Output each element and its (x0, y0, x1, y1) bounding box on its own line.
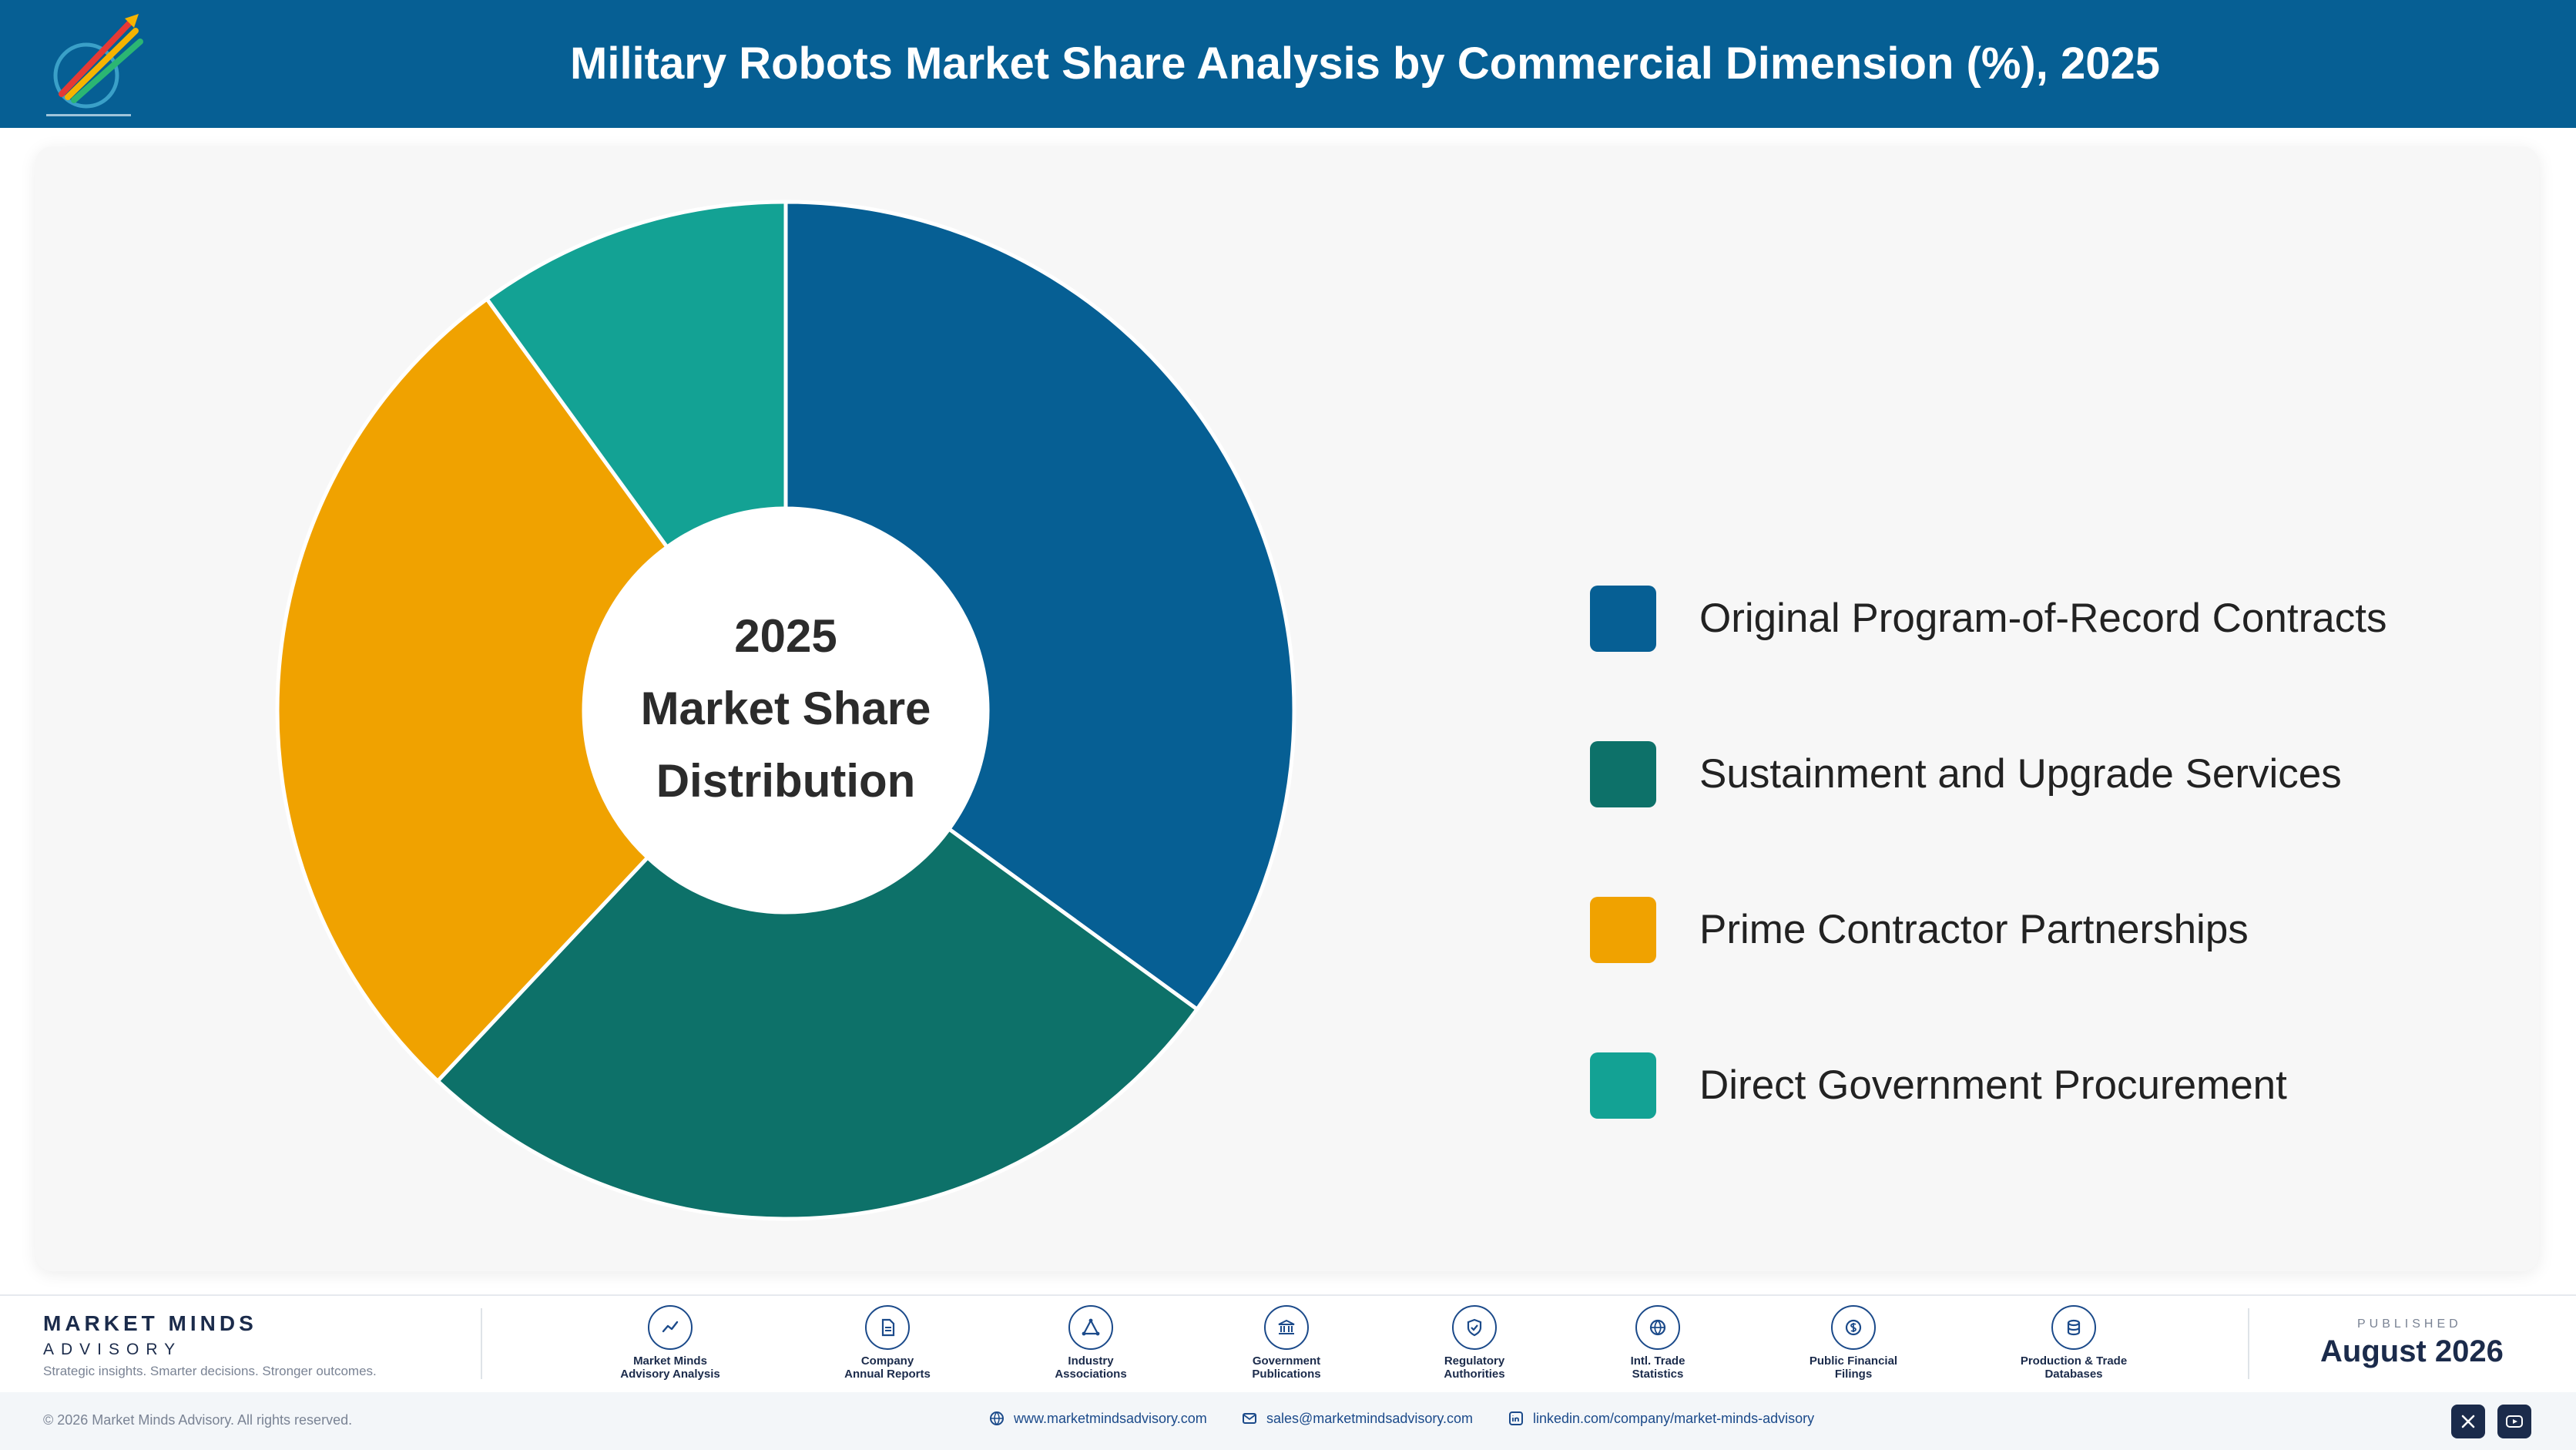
source-item: Production & Trade Databases (1997, 1305, 2151, 1381)
legend-item: Prime Contractor Partnerships (1590, 897, 2514, 963)
dollar-coin-icon (1831, 1305, 1876, 1350)
legend-swatch (1590, 741, 1656, 807)
footer-divider (481, 1308, 482, 1379)
source-label: Company Annual Reports (844, 1354, 931, 1381)
company-logo (46, 14, 143, 116)
source-label: Government Publications (1252, 1354, 1321, 1381)
source-label: Public Financial Filings (1809, 1354, 1898, 1381)
source-item: Market Minds Advisory Analysis (593, 1305, 747, 1381)
donut-center (584, 509, 988, 912)
linkedin-text: linkedin.com/company/market-minds-adviso… (1533, 1411, 1815, 1426)
government-building-icon (1264, 1305, 1309, 1350)
legend-label: Original Program-of-Record Contracts (1699, 596, 2387, 641)
youtube-social-button[interactable] (2497, 1405, 2531, 1438)
source-label: Production & Trade Databases (2020, 1354, 2128, 1381)
legend-item: Sustainment and Upgrade Services (1590, 741, 2514, 807)
footer-divider (2248, 1308, 2249, 1379)
chart-card: 2025 Market Share Distribution Original Pr… (35, 146, 2539, 1271)
page-title: Military Robots Market Share Analysis by… (570, 39, 2160, 89)
linkedin-icon (1509, 1411, 1523, 1425)
source-label: Intl. Trade Statistics (1630, 1354, 1685, 1381)
footer-sources-bar: MARKET MINDS ADVISORY Strategic insights… (0, 1294, 2576, 1392)
youtube-icon (2506, 1415, 2523, 1428)
globe-icon (1635, 1305, 1680, 1350)
database-icon (2051, 1305, 2096, 1350)
legend-label: Direct Government Procurement (1699, 1062, 2287, 1108)
trend-chart-icon (648, 1305, 693, 1350)
legend-item: Direct Government Procurement (1590, 1052, 2514, 1119)
published-label: PUBLISHED (2357, 1317, 2462, 1331)
brand-subtitle: ADVISORY (43, 1341, 183, 1358)
source-label: Industry Associations (1055, 1354, 1127, 1381)
email-text: sales@marketmindsadvisory.com (1266, 1411, 1474, 1426)
shield-check-icon (1452, 1305, 1497, 1350)
email-link[interactable]: sales@marketmindsadvisory.com (1242, 1411, 1473, 1427)
source-item: Intl. Trade Statistics (1581, 1305, 1735, 1381)
center-label-line: Distribution (656, 755, 916, 807)
legend-swatch (1590, 1052, 1656, 1119)
source-label: Market Minds Advisory Analysis (620, 1354, 720, 1381)
center-label-line: Market Share (641, 683, 931, 734)
legend-swatch (1590, 897, 1656, 963)
copyright-text: © 2026 Market Minds Advisory. All rights… (43, 1412, 353, 1428)
linkedin-link[interactable]: linkedin.com/company/market-minds-adviso… (1508, 1411, 1814, 1427)
x-social-button[interactable] (2451, 1405, 2485, 1438)
published-date: August 2026 (2320, 1334, 2504, 1368)
brand-name: MARKET MINDS (43, 1311, 257, 1335)
legend-swatch (1590, 586, 1656, 652)
source-item: Public Financial Filings (1776, 1305, 1930, 1381)
legend-item: Original Program-of-Record Contracts (1590, 586, 2514, 652)
website-text: www.marketmindsadvisory.com (1014, 1411, 1207, 1426)
website-link[interactable]: www.marketmindsadvisory.com (989, 1411, 1207, 1427)
network-icon (1068, 1305, 1113, 1350)
header-bar: Military Robots Market Share Analysis by… (0, 0, 2576, 128)
source-item: Company Annual Reports (810, 1305, 964, 1381)
source-item: Regulatory Authorities (1397, 1305, 1551, 1381)
mail-icon (1243, 1413, 1256, 1424)
x-icon (2461, 1415, 2475, 1428)
legend-label: Sustainment and Upgrade Services (1699, 751, 2342, 797)
source-item: Industry Associations (1014, 1305, 1168, 1381)
donut-chart: 2025 Market Share Distribution (275, 200, 1296, 1221)
legend-label: Prime Contractor Partnerships (1699, 907, 2249, 952)
brand-tagline: Strategic insights. Smarter decisions. S… (43, 1364, 377, 1378)
source-label: Regulatory Authorities (1444, 1354, 1505, 1381)
document-icon (865, 1305, 910, 1350)
globe-icon (990, 1411, 1004, 1425)
source-item: Government Publications (1209, 1305, 1363, 1381)
footer-contact-bar: © 2026 Market Minds Advisory. All rights… (0, 1392, 2576, 1450)
center-label-line: 2025 (734, 610, 837, 662)
